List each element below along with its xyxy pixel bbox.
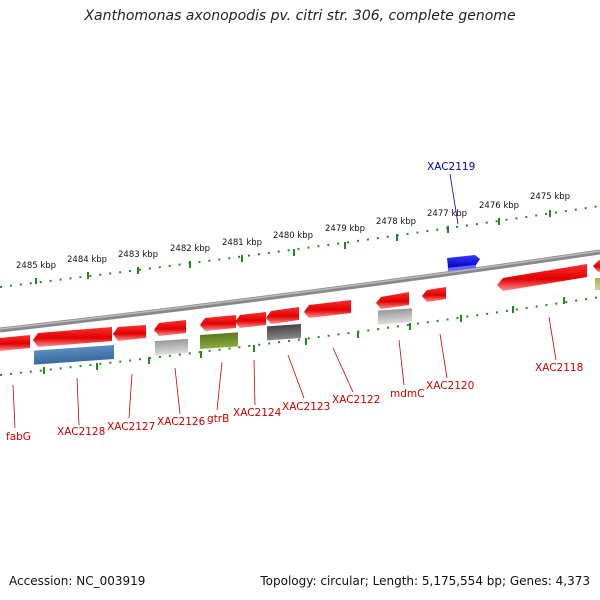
map-title: Xanthomonas axonopodis pv. citri str. 30… bbox=[84, 8, 516, 24]
accession-text: Accession: NC_003919 bbox=[9, 574, 146, 588]
kbp-label: 2484 kbp bbox=[67, 255, 107, 265]
gene-XAC2124[interactable] bbox=[235, 312, 266, 328]
gene-label-XAC2124: XAC2124 bbox=[233, 407, 282, 419]
gene-label-XAC2123: XAC2123 bbox=[282, 401, 330, 413]
gene-XAC2118[interactable] bbox=[497, 264, 587, 291]
gene-label-XAC2127: XAC2127 bbox=[107, 421, 155, 433]
kbp-label: 2478 kbp bbox=[376, 217, 416, 227]
kbp-label: 2483 kbp bbox=[118, 250, 158, 260]
genome-backbone-highlight bbox=[0, 250, 600, 330]
gene-XAC2126[interactable] bbox=[154, 320, 186, 336]
gene-XAC2128[interactable] bbox=[33, 327, 112, 347]
kbp-label: 2475 kbp bbox=[530, 192, 570, 202]
gene-label-XAC2118: XAC2118 bbox=[535, 362, 583, 374]
feature-khaki bbox=[595, 278, 600, 290]
gene-label-gtrB: gtrB bbox=[207, 413, 229, 425]
gene-XAC2119[interactable] bbox=[447, 255, 480, 271]
genome-summary-text: Topology: circular; Length: 5,175,554 bp… bbox=[260, 574, 590, 588]
gene-label-fabG: fabG bbox=[6, 431, 31, 443]
feature-dark bbox=[267, 323, 301, 341]
gene-mdmC[interactable] bbox=[376, 292, 409, 309]
gene-label-XAC2128: XAC2128 bbox=[57, 426, 105, 438]
kbp-label: 2485 kbp bbox=[16, 261, 56, 271]
lower-major-ticks bbox=[43, 297, 565, 374]
gene-label-XAC2122: XAC2122 bbox=[332, 394, 380, 406]
callout-line-blue bbox=[449, 173, 459, 225]
gene-partial-right[interactable] bbox=[593, 260, 600, 272]
kbp-label: 2477 kbp bbox=[427, 209, 467, 219]
upper-major-ticks bbox=[35, 210, 551, 284]
upper-scale-line bbox=[0, 205, 600, 288]
kbp-label: 2476 kbp bbox=[479, 201, 519, 211]
kbp-labels: 2485 kbp 2484 kbp 2483 kbp 2482 kbp 2481… bbox=[16, 192, 570, 271]
gene-label-XAC2120: XAC2120 bbox=[426, 380, 474, 392]
genome-backbone bbox=[0, 249, 600, 333]
gene-XAC2123[interactable] bbox=[266, 307, 299, 324]
gene-label-mdmC: mdmC bbox=[390, 388, 424, 400]
gene-XAC2120[interactable] bbox=[422, 287, 446, 302]
gene-gtrB[interactable] bbox=[200, 315, 236, 331]
feature-silver-2 bbox=[378, 308, 412, 325]
gene-XAC2127[interactable] bbox=[113, 325, 146, 341]
gene-label-XAC2119: XAC2119 bbox=[427, 161, 475, 173]
kbp-label: 2479 kbp bbox=[325, 224, 365, 234]
gene-labels: fabG XAC2128 XAC2127 XAC2126 gtrB XAC212… bbox=[6, 161, 583, 443]
feature-silver-1 bbox=[155, 338, 188, 356]
feature-steel bbox=[34, 345, 114, 365]
gene-fabG[interactable] bbox=[0, 335, 30, 351]
gene-XAC2122[interactable] bbox=[304, 300, 351, 318]
lower-scale-line bbox=[0, 296, 600, 376]
kbp-label: 2480 kbp bbox=[273, 231, 313, 241]
callout-lines bbox=[12, 316, 557, 429]
kbp-label: 2481 kbp bbox=[222, 238, 262, 248]
feature-olive bbox=[200, 332, 238, 350]
kbp-label: 2482 kbp bbox=[170, 244, 210, 254]
gene-label-XAC2126: XAC2126 bbox=[157, 416, 206, 428]
